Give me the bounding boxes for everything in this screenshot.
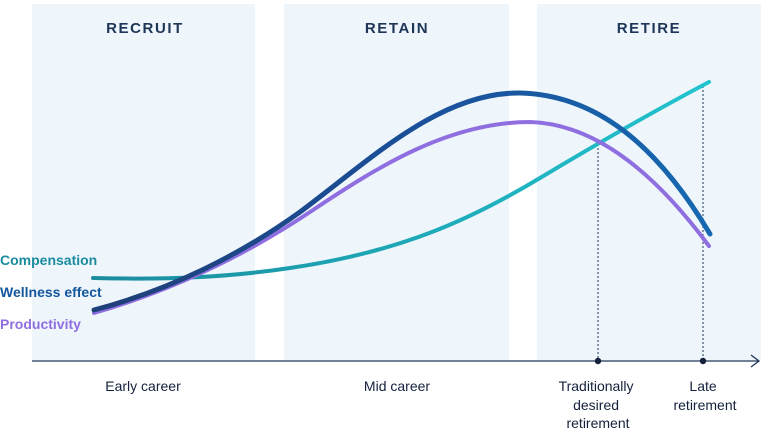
late-retirement-line-2: retirement [673,397,736,413]
traditional-retirement-line-3: retirement [566,415,629,431]
traditional-retirement-label: Traditionally desired retirement [559,378,638,431]
late-retirement-line-1: Late [689,378,716,394]
phase-panel-recruit [32,4,255,360]
late-retirement-dot-icon [699,357,707,365]
late-retirement-label: Late retirement [673,378,736,413]
phase-label-retire: RETIRE [617,20,682,37]
traditional-retirement-line-1: Traditionally [559,378,634,394]
arrow-right-icon [750,354,761,368]
mid-career-label: Mid career [364,378,430,394]
traditional-retirement-dot-icon [594,357,602,365]
wellness-effect-label: Wellness effect [0,284,102,300]
wellness-effect-curve [91,90,713,313]
phase-label-retain: RETAIN [365,20,429,37]
traditional-retirement-line-2: desired [573,397,619,413]
compensation-label: Compensation [0,252,97,268]
phase-label-recruit: RECRUIT [106,20,184,37]
productivity-label: Productivity [0,316,81,332]
phase-panel-retain [284,4,509,360]
phase-panel-retire [537,4,761,360]
early-career-label: Early career [105,378,181,394]
